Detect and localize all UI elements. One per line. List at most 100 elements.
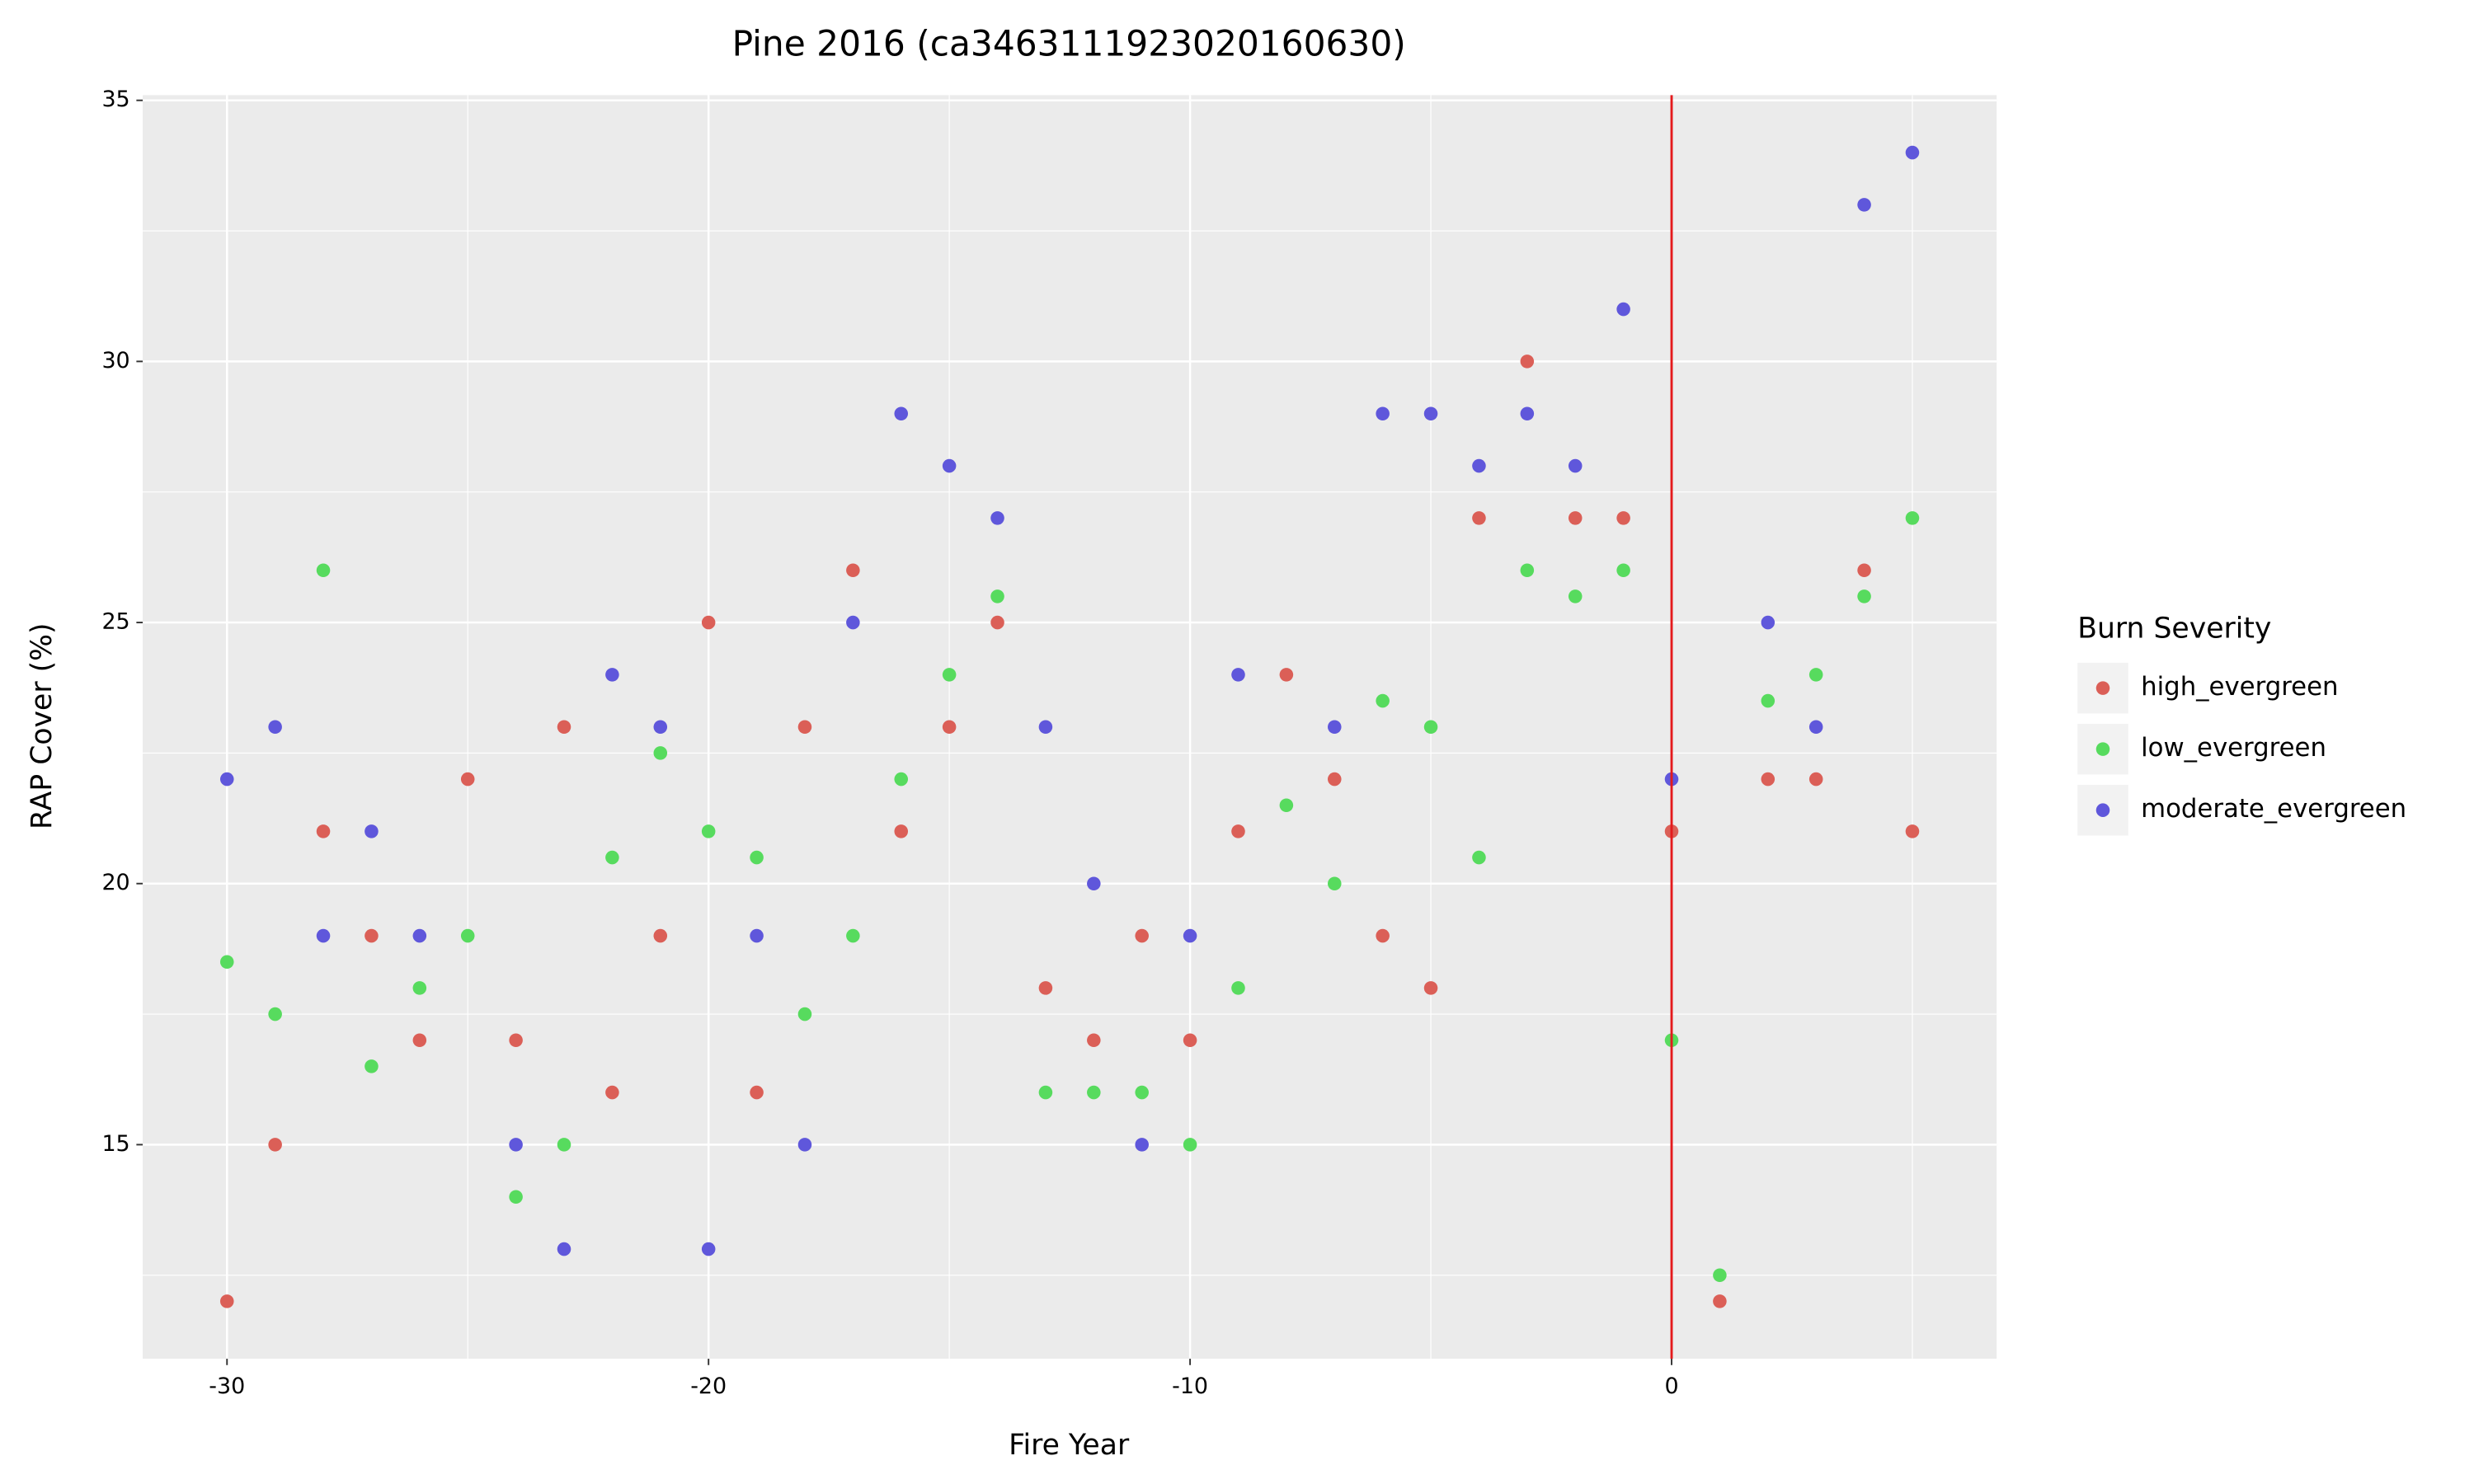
data-point: [1616, 563, 1630, 577]
data-point: [846, 928, 860, 943]
data-point: [701, 615, 716, 630]
data-point: [797, 1138, 812, 1152]
data-point: [701, 824, 716, 838]
data-point: [1857, 589, 1871, 603]
x-tick-label: 0: [1664, 1374, 1678, 1399]
data-point: [1087, 1085, 1101, 1100]
legend-label: high_evergreen: [2141, 672, 2338, 702]
data-point: [1808, 668, 1823, 682]
data-point: [219, 955, 234, 970]
data-point: [1713, 1294, 1727, 1308]
data-point: [1376, 406, 1390, 420]
data-point: [942, 668, 957, 682]
data-point: [797, 720, 812, 735]
data-point: [219, 772, 234, 787]
x-tick-label: -30: [209, 1374, 245, 1399]
data-point: [1423, 981, 1438, 995]
legend-label: moderate_evergreen: [2141, 794, 2406, 824]
data-point: [1135, 1085, 1149, 1100]
data-point: [1568, 458, 1583, 473]
data-point: [557, 1138, 571, 1152]
data-point: [1857, 198, 1871, 212]
data-point: [1520, 563, 1535, 577]
data-point: [1183, 1138, 1197, 1152]
data-point: [509, 1138, 523, 1152]
x-tick-label: -10: [1172, 1374, 1208, 1399]
data-point: [1905, 145, 1920, 160]
data-point: [1087, 876, 1101, 891]
data-point: [1328, 876, 1342, 891]
data-point: [460, 928, 475, 943]
data-point: [750, 928, 764, 943]
data-point: [316, 928, 331, 943]
data-point: [1568, 589, 1583, 603]
data-point: [797, 1007, 812, 1021]
data-point: [1328, 772, 1342, 787]
data-point: [990, 589, 1004, 603]
data-point: [990, 511, 1004, 525]
data-point: [1038, 720, 1053, 735]
data-point: [1279, 668, 1294, 682]
data-point: [557, 1242, 571, 1256]
plot-panel: [143, 95, 1997, 1360]
data-point: [1761, 693, 1776, 708]
data-point: [557, 720, 571, 735]
data-point: [365, 824, 379, 838]
data-point: [701, 1242, 716, 1256]
data-point: [1905, 824, 1920, 838]
legend-label: low_evergreen: [2141, 733, 2326, 763]
data-point: [1279, 798, 1294, 813]
y-tick-label: 30: [101, 348, 129, 373]
y-axis-title: RAP Cover (%): [26, 623, 59, 829]
data-point: [1038, 1085, 1053, 1100]
data-point: [846, 563, 860, 577]
data-point: [316, 824, 331, 838]
legend-title: Burn Severity: [2077, 612, 2271, 645]
data-point: [605, 850, 619, 865]
data-point: [605, 668, 619, 682]
data-point: [750, 850, 764, 865]
data-point: [412, 1033, 427, 1048]
chart-title: Pine 2016 (ca3463111923020160630): [732, 23, 1406, 63]
data-point: [894, 824, 909, 838]
data-point: [365, 928, 379, 943]
data-point: [1616, 511, 1630, 525]
data-point: [942, 720, 957, 735]
legend-marker: [2095, 742, 2110, 756]
data-point: [1231, 981, 1245, 995]
data-point: [509, 1190, 523, 1205]
data-point: [1231, 668, 1245, 682]
data-point: [1520, 406, 1535, 420]
data-point: [653, 720, 668, 735]
data-point: [412, 928, 427, 943]
data-point: [365, 1059, 379, 1073]
data-point: [1376, 693, 1390, 708]
data-point: [1857, 563, 1871, 577]
data-point: [1808, 720, 1823, 735]
data-point: [1472, 458, 1486, 473]
data-point: [894, 406, 909, 420]
data-point: [268, 1138, 282, 1152]
y-tick-label: 20: [101, 870, 129, 895]
data-point: [942, 458, 957, 473]
data-point: [1472, 850, 1486, 865]
data-point: [1713, 1268, 1727, 1283]
y-tick-label: 15: [101, 1131, 129, 1157]
data-point: [460, 772, 475, 787]
data-point: [1423, 720, 1438, 735]
data-point: [653, 746, 668, 760]
data-point: [1761, 772, 1776, 787]
y-tick-label: 25: [101, 609, 129, 635]
data-point: [846, 615, 860, 630]
data-point: [268, 720, 282, 735]
data-point: [1808, 772, 1823, 787]
data-point: [316, 563, 331, 577]
data-point: [1135, 1138, 1149, 1152]
data-point: [1423, 406, 1438, 420]
data-point: [1520, 355, 1535, 369]
data-point: [605, 1085, 619, 1100]
data-point: [1905, 511, 1920, 525]
data-point: [1183, 928, 1197, 943]
data-point: [990, 615, 1004, 630]
data-point: [1761, 615, 1776, 630]
